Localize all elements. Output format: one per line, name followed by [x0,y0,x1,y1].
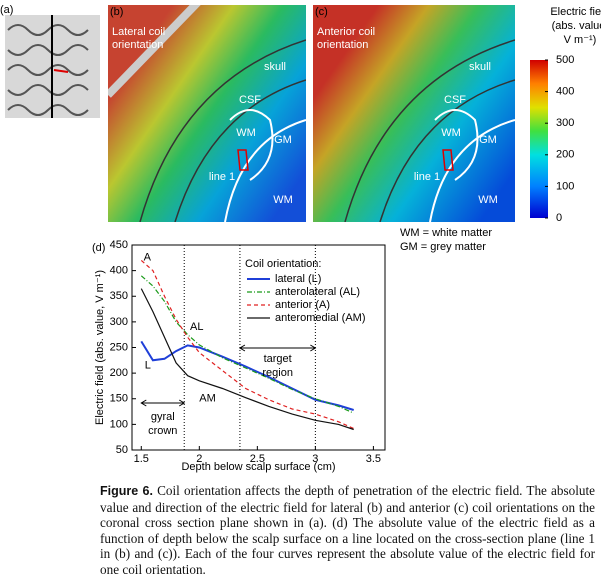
x-axis-label: Depth below scalp surface (cm) [181,461,335,473]
caption: Figure 6. Coil orientation affects the d… [100,483,595,578]
curve-label: A [144,252,152,264]
key-text: GM = grey matter [400,241,486,253]
colorbar-tick-label: 300 [556,117,574,129]
field-map-lateral [108,5,306,222]
anatomy-label: WM [236,127,256,139]
anatomy-label: line 1 [209,171,235,183]
x-tick-label: 3 [312,453,318,465]
panel-label: (a) [0,4,13,16]
field-map-anterior [313,5,515,222]
y-tick-label: 350 [110,290,128,302]
y-tick-label: 250 [110,341,128,353]
x-tick-label: 3.5 [366,453,381,465]
curve-label: AL [190,321,203,333]
panel-label: (d) [92,242,105,254]
colorbar-title: V m⁻¹) [564,34,597,46]
colorbar-tick-label: 400 [556,86,574,98]
figure: (a) (b) (c) (d) Lateral coil orientation… [0,4,601,473]
colorbar-tick-label: 0 [556,212,562,224]
anatomy-label: line 1 [414,171,440,183]
curve-label: L [145,359,151,371]
panel-title: orientation [112,39,163,51]
anatomy-label: skull [264,61,286,73]
legend-label: anteromedial (AM) [275,312,365,324]
region-label: region [262,367,293,379]
legend-title: Coil orientation: [245,258,321,270]
curve-label: AM [199,393,216,405]
panel-title: Anterior coil [317,26,375,38]
legend-label: anterior (A) [275,299,330,311]
region-label: target [264,353,292,365]
legend-label: anterolateral (AL) [275,286,360,298]
caption-label: Figure 6. [100,484,153,498]
panel-label: (b) [110,6,123,18]
series-line [140,288,354,431]
x-tick-label: 2 [196,453,202,465]
arrow-head [238,344,317,352]
region-label: crown [148,425,177,437]
panel-title: Lateral coil [112,26,165,38]
key-text: WM = white matter [400,227,492,239]
legend-label: lateral (L) [275,273,321,285]
brain-slice [5,15,100,118]
panel-title: orientation [317,39,368,51]
x-tick-label: 2.5 [250,453,265,465]
y-tick-label: 200 [110,367,128,379]
series-line [140,259,354,430]
y-tick-label: 400 [110,265,128,277]
panel-label: (c) [315,6,328,18]
anatomy-label: CSF [239,94,261,106]
colorbar-tick-label: 200 [556,149,574,161]
y-tick-label: 450 [110,239,128,251]
colorbar-tick-label: 500 [556,54,574,66]
anatomy-label: GM [274,134,292,146]
anatomy-label: WM [273,194,293,206]
y-tick-label: 100 [110,418,128,430]
y-tick-label: 150 [110,393,128,405]
series-line [140,275,354,414]
caption-text: Coil orientation affects the depth of pe… [100,483,595,577]
anatomy-label: skull [469,61,491,73]
colorbar-tick-label: 100 [556,180,574,192]
anatomy-label: WM [478,194,498,206]
colorbar-title: Electric field [550,6,601,18]
anatomy-label: CSF [444,94,466,106]
region-label: gyral [151,411,175,423]
colorbar-title: (abs. value, [552,20,601,32]
x-tick-label: 1.5 [134,453,149,465]
anatomy-label: GM [479,134,497,146]
y-tick-label: 300 [110,316,128,328]
anatomy-label: WM [441,127,461,139]
y-tick-label: 50 [116,444,128,456]
series-line [140,340,354,411]
arrow-head [140,399,186,407]
y-axis-label: Electric field (abs. value, V m⁻¹) [94,270,106,425]
colorbar [530,60,548,218]
